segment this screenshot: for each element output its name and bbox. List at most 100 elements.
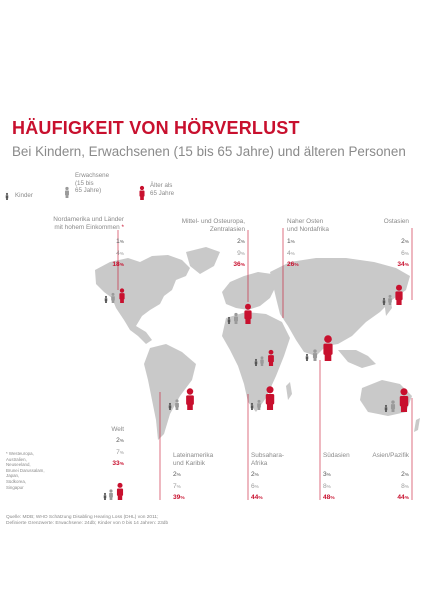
value-kids: 2% [360, 470, 409, 482]
value-kids: 2% [251, 470, 263, 482]
value-number: 2 [116, 437, 120, 444]
percent-sign: % [119, 251, 124, 257]
figures-world [103, 482, 124, 500]
region-name-latin-america: Lateinamerika und Karibik [173, 452, 213, 467]
region-name-line1: Nordamerika und Länder [53, 216, 124, 223]
value-elder: 26% [287, 260, 299, 272]
region-name-south-asia: Südasien [323, 452, 350, 459]
percent-sign: % [119, 263, 124, 268]
continent-se-asia [338, 350, 376, 368]
footnote-line: Neuseeland, [6, 462, 31, 468]
footnote-line: * Westeuropa, [6, 451, 34, 456]
footnote-line: Südkorea, [6, 478, 27, 484]
region-name-line2: Afrika [251, 459, 268, 467]
value-number: 6 [251, 482, 255, 490]
percent-sign: % [119, 450, 124, 456]
continent-greenland [186, 247, 220, 274]
region-name-subsahara: Subsahara- Afrika [251, 452, 284, 467]
values-subsahara: 2% 6% 44% [251, 470, 263, 505]
source-line2: Definierte Grenzwerte: Erwachsene: 24db;… [6, 521, 169, 527]
value-elder: 18% [64, 260, 124, 272]
values-eastern-europe: 2% 9% 36% [195, 237, 245, 272]
footnote-line: Australien, [6, 456, 27, 462]
value-number: 2 [401, 238, 405, 245]
footnote-line: Singapur [6, 484, 24, 490]
value-elder: 33% [80, 459, 124, 471]
value-number: 1 [287, 238, 291, 245]
value-number: 2 [401, 471, 405, 478]
value-number: 3 [323, 471, 327, 478]
value-number: 1 [116, 238, 120, 245]
continent-north-america [95, 255, 190, 344]
continent-australia [360, 380, 412, 416]
value-adults: 7% [173, 482, 185, 494]
value-number: 36 [233, 261, 241, 268]
value-number: 2 [237, 238, 241, 245]
value-elder: 39% [173, 493, 185, 505]
region-name-line2: Zentralasien [209, 225, 245, 233]
value-kids: 2% [360, 237, 409, 249]
connector-lines [117, 228, 413, 500]
value-elder: 34% [360, 260, 409, 272]
value-number: 7 [116, 448, 120, 456]
value-adults: 8% [360, 482, 409, 494]
percent-sign: % [176, 484, 181, 490]
value-elder: 36% [195, 260, 245, 272]
percent-sign: % [240, 240, 245, 245]
legend-kid-icon [5, 192, 9, 200]
value-number: 33 [112, 460, 120, 467]
value-number: 8 [323, 482, 327, 490]
legend-kids-label: Kinder [15, 192, 33, 199]
value-adults: 4% [287, 249, 299, 261]
percent-sign: % [404, 473, 409, 478]
value-number: 8 [401, 482, 405, 490]
values-middle-east: 1% 4% 26% [287, 237, 299, 272]
region-name-line1: Naher Osten [287, 218, 324, 225]
percent-sign: % [254, 484, 259, 490]
percent-sign: % [404, 484, 409, 490]
percent-sign: % [240, 263, 245, 268]
region-name-line2: und Karibik [173, 459, 205, 467]
value-number: 48 [323, 494, 331, 501]
value-kids: 1% [287, 237, 299, 249]
value-adults: 6% [251, 482, 263, 494]
percent-sign: % [330, 496, 335, 501]
region-name-asia-pacific: Asien/Pazifik [372, 452, 409, 459]
legend-elder-line2: 65 Jahre [150, 189, 175, 197]
value-kids: 2% [80, 436, 124, 448]
legend-adult-icon [65, 186, 69, 198]
region-name-line2: und Nordafrika [287, 225, 329, 233]
value-elder: 44% [360, 493, 409, 505]
region-name-line1: Lateinamerika [173, 452, 214, 459]
value-number: 44 [397, 494, 405, 501]
footnote-line: Japan, [6, 473, 20, 479]
value-adults: 4% [64, 249, 124, 261]
legend-elder-line1: Älter als [150, 182, 173, 189]
legend-adults-line1: Erwachsene [75, 172, 110, 179]
value-kids: 3% [323, 470, 335, 482]
value-elder: 48% [323, 493, 335, 505]
continent-asia [270, 258, 410, 356]
percent-sign: % [326, 484, 331, 490]
value-number: 34 [397, 261, 405, 268]
value-number: 4 [287, 249, 291, 257]
value-number: 26 [287, 261, 295, 268]
region-name-line1: Subsahara- [251, 452, 285, 459]
value-number: 2 [251, 471, 255, 478]
value-kids: 2% [195, 237, 245, 249]
value-number: 9 [237, 249, 241, 257]
percent-sign: % [404, 251, 409, 257]
legend-adults-line2: (15 bis [75, 179, 94, 187]
values-asia-pacific: 2% 8% 44% [360, 470, 409, 505]
percent-sign: % [326, 473, 331, 478]
value-elder: 44% [251, 493, 263, 505]
value-adults: 9% [195, 249, 245, 261]
legend-elder-label: Älter als 65 Jahre [150, 182, 174, 197]
legend-adults-line3: 65 Jahre) [75, 187, 102, 194]
percent-sign: % [294, 263, 299, 268]
values-world: 2% 7% 33% [80, 436, 124, 471]
values-latin-america: 2% 7% 39% [173, 470, 185, 505]
legend-adults-label: Erwachsene (15 bis 65 Jahre) [75, 172, 109, 195]
value-number: 39 [173, 494, 181, 501]
